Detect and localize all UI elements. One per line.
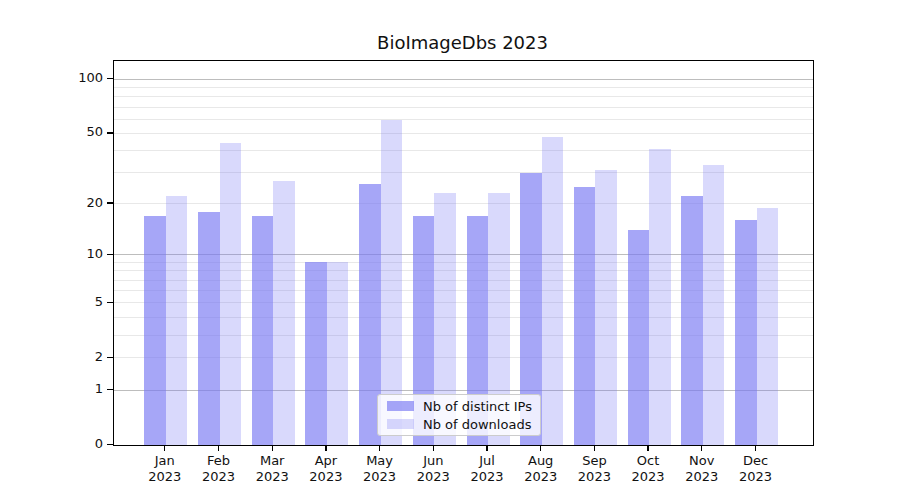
bar-ip-apr bbox=[305, 262, 327, 445]
bar-dl-sep bbox=[595, 170, 617, 445]
gridline-minor-60 bbox=[114, 119, 813, 120]
x-tick-mark-jan bbox=[164, 446, 165, 451]
gridline-major-100 bbox=[114, 79, 813, 80]
x-tick-label-dec: Dec 2023 bbox=[724, 453, 788, 485]
bar-dl-oct bbox=[649, 149, 671, 445]
y-tick-mark-50 bbox=[107, 132, 113, 133]
y-tick-mark-20 bbox=[107, 202, 113, 203]
legend-item-downloads: Nb of downloads bbox=[387, 417, 540, 432]
x-tick-mark-sep bbox=[594, 446, 595, 451]
bar-ip-nov bbox=[681, 196, 703, 445]
y-tick-label-20: 20 bbox=[33, 194, 103, 212]
y-tick-label-100: 100 bbox=[33, 69, 103, 87]
bar-dl-jan bbox=[166, 196, 188, 445]
x-tick-mark-dec bbox=[755, 446, 756, 451]
bar-ip-feb bbox=[198, 212, 220, 445]
x-tick-mark-jun bbox=[433, 446, 434, 451]
y-tick-mark-1 bbox=[107, 389, 113, 390]
bar-dl-dec bbox=[757, 208, 779, 445]
bar-ip-oct bbox=[628, 230, 650, 445]
y-tick-mark-2 bbox=[107, 357, 113, 358]
bar-dl-mar bbox=[273, 181, 295, 445]
x-tick-mark-mar bbox=[272, 446, 273, 451]
chart-title: BioImageDbs 2023 bbox=[113, 32, 812, 53]
y-tick-label-10: 10 bbox=[33, 245, 103, 263]
bar-dl-nov bbox=[703, 165, 725, 445]
y-tick-label-50: 50 bbox=[33, 123, 103, 141]
y-tick-mark-5 bbox=[107, 302, 113, 303]
bar-ip-sep bbox=[574, 187, 596, 445]
y-tick-label-1: 1 bbox=[33, 380, 103, 398]
x-tick-mark-feb bbox=[218, 446, 219, 451]
legend-swatch-downloads-icon bbox=[387, 419, 414, 429]
gridline-minor-80 bbox=[114, 96, 813, 97]
x-tick-mark-jul bbox=[486, 446, 487, 451]
y-tick-label-0: 0 bbox=[33, 435, 103, 453]
gridline-minor-90 bbox=[114, 87, 813, 88]
bar-dl-feb bbox=[220, 143, 242, 445]
x-tick-mark-aug bbox=[540, 446, 541, 451]
y-tick-label-5: 5 bbox=[33, 293, 103, 311]
y-tick-mark-100 bbox=[107, 78, 113, 79]
legend-swatch-distinct-ips-icon bbox=[387, 401, 414, 411]
bar-ip-jan bbox=[144, 216, 166, 445]
x-tick-mark-apr bbox=[325, 446, 326, 451]
bar-ip-dec bbox=[735, 220, 757, 445]
gridline-minor-70 bbox=[114, 107, 813, 108]
y-tick-mark-10 bbox=[107, 254, 113, 255]
bar-dl-aug bbox=[542, 137, 564, 446]
y-tick-mark-0 bbox=[107, 444, 113, 445]
bar-dl-apr bbox=[327, 262, 349, 445]
x-tick-mark-oct bbox=[647, 446, 648, 451]
x-tick-mark-may bbox=[379, 446, 380, 451]
legend-item-distinct-ips: Nb of distinct IPs bbox=[387, 399, 540, 414]
bar-ip-mar bbox=[252, 216, 274, 445]
legend-label-downloads: Nb of downloads bbox=[423, 417, 531, 432]
y-tick-label-2: 2 bbox=[33, 348, 103, 366]
x-tick-mark-nov bbox=[701, 446, 702, 451]
gridline-minor-50 bbox=[114, 133, 813, 134]
legend: Nb of distinct IPs Nb of downloads bbox=[377, 394, 541, 436]
legend-label-distinct-ips: Nb of distinct IPs bbox=[423, 399, 532, 414]
plot-area bbox=[113, 60, 814, 446]
figure: BioImageDbs 2023 0125102050100Jan 2023Fe… bbox=[0, 0, 900, 500]
